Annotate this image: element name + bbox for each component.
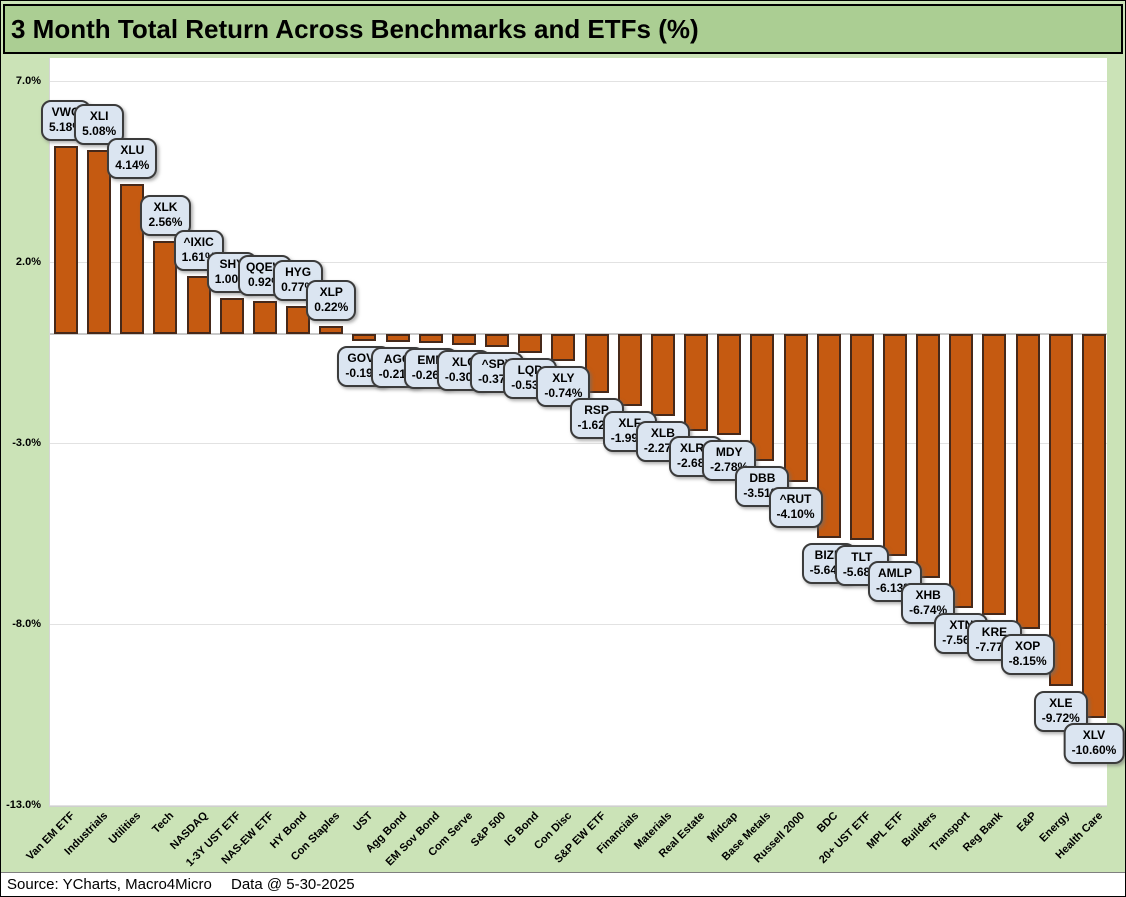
callout-ticker: MDY: [715, 444, 743, 459]
bar: [717, 334, 742, 435]
bar: [949, 334, 974, 608]
zero-axis-line: [50, 333, 1107, 335]
callout-ticker: RSP: [584, 402, 609, 417]
callout-value: -0.74%: [544, 385, 583, 400]
bar: [418, 334, 443, 344]
bar-callout: XOP -8.15%: [1000, 634, 1055, 676]
callout-ticker: XLI: [89, 109, 109, 124]
footer-bar: Source: YCharts, Macro4Micro Data @ 5-30…: [1, 872, 1125, 896]
callout-ticker: XLB: [650, 426, 675, 441]
callout-value: -8.15%: [1008, 654, 1047, 669]
bar: [219, 297, 244, 334]
callout-value: -4.10%: [776, 507, 815, 522]
callout-ticker: TLT: [851, 549, 873, 564]
callout-ticker: VWO: [51, 105, 81, 120]
bar: [650, 334, 675, 417]
gridline: [50, 80, 1107, 82]
callout-value: -10.60%: [1071, 742, 1117, 757]
bar: [451, 334, 476, 345]
bar-callout: ^RUT -4.10%: [768, 487, 823, 529]
bar: [916, 334, 941, 578]
callout-ticker: XHB: [915, 587, 941, 602]
bar: [252, 300, 277, 334]
bar-callout: XLP 0.22%: [306, 280, 357, 322]
bar: [684, 334, 709, 432]
callout-ticker: ^IXIC: [183, 234, 214, 249]
gridline: [50, 804, 1107, 806]
callout-ticker: DBB: [749, 471, 776, 486]
callout-value: 0.22%: [314, 300, 349, 315]
bar-callout: XLK 2.56%: [140, 195, 191, 237]
bar: [750, 334, 775, 462]
bar: [485, 334, 510, 348]
callout-ticker: XOP: [1014, 639, 1041, 654]
callout-ticker: XTN: [949, 617, 974, 632]
footer-source-text: Source: YCharts, Macro4Micro: [7, 876, 212, 893]
bar-callout: XLU 4.14%: [107, 138, 158, 180]
bar: [286, 306, 311, 334]
y-axis-tick-label: 2.0%: [15, 255, 41, 268]
y-axis-tick-label: -13.0%: [6, 798, 41, 811]
chart-title: 3 Month Total Return Across Benchmarks a…: [11, 13, 699, 44]
callout-ticker: HYG: [285, 265, 312, 280]
callout-ticker: ^RUT: [779, 492, 812, 507]
plot-area: VWO 5.18% XLI 5.08% XLU 4.14% XLK 2.56% ^IXIC 1.6…: [40, 58, 1125, 807]
callout-value: 5.08%: [82, 124, 117, 139]
y-axis-tick-label: 7.0%: [15, 74, 41, 87]
bar: [186, 275, 211, 334]
bar: [319, 326, 344, 334]
callout-ticker: XLP: [319, 285, 343, 300]
bar: [551, 334, 576, 361]
bar: [1048, 334, 1073, 686]
bar: [783, 334, 808, 483]
callout-value: 2.56%: [148, 215, 183, 230]
callout-ticker: XLE: [1049, 695, 1073, 710]
callout-ticker: KRE: [981, 625, 1008, 640]
bar: [849, 334, 874, 540]
y-axis-tick-label: -8.0%: [12, 617, 41, 630]
gridline: [50, 442, 1107, 444]
bar: [1015, 334, 1040, 630]
bar: [352, 334, 377, 341]
chart-title-bar: 3 Month Total Return Across Benchmarks a…: [3, 4, 1123, 54]
bar: [518, 334, 543, 354]
x-axis-label-band: Van EM ETF Industrials Utilities Tech NASDAQ…: [1, 807, 1125, 872]
bar: [617, 334, 642, 407]
bar: [982, 334, 1007, 616]
bar: [87, 150, 112, 334]
bar: [120, 184, 145, 334]
gridline: [50, 261, 1107, 263]
callout-ticker: XLC: [451, 354, 476, 369]
bar: [385, 334, 410, 342]
callout-ticker: AMLP: [878, 565, 912, 580]
bar: [1081, 334, 1106, 718]
callout-ticker: XLK: [153, 200, 178, 215]
callout-ticker: XLV: [1082, 727, 1106, 742]
callout-value: 4.14%: [115, 158, 150, 173]
callout-value: -9.72%: [1041, 710, 1080, 725]
callout-ticker: XLF: [618, 416, 642, 431]
bar: [54, 146, 78, 334]
bar: [153, 241, 178, 334]
bar-callout: XLV -10.60%: [1063, 722, 1125, 764]
footer-data-date: Data @ 5-30-2025: [231, 876, 355, 893]
gridline: [50, 623, 1107, 625]
y-axis-tick-label: -3.0%: [12, 436, 41, 449]
callout-ticker: XLU: [120, 143, 145, 158]
bar: [883, 334, 907, 556]
callout-ticker: XLY: [552, 370, 575, 385]
